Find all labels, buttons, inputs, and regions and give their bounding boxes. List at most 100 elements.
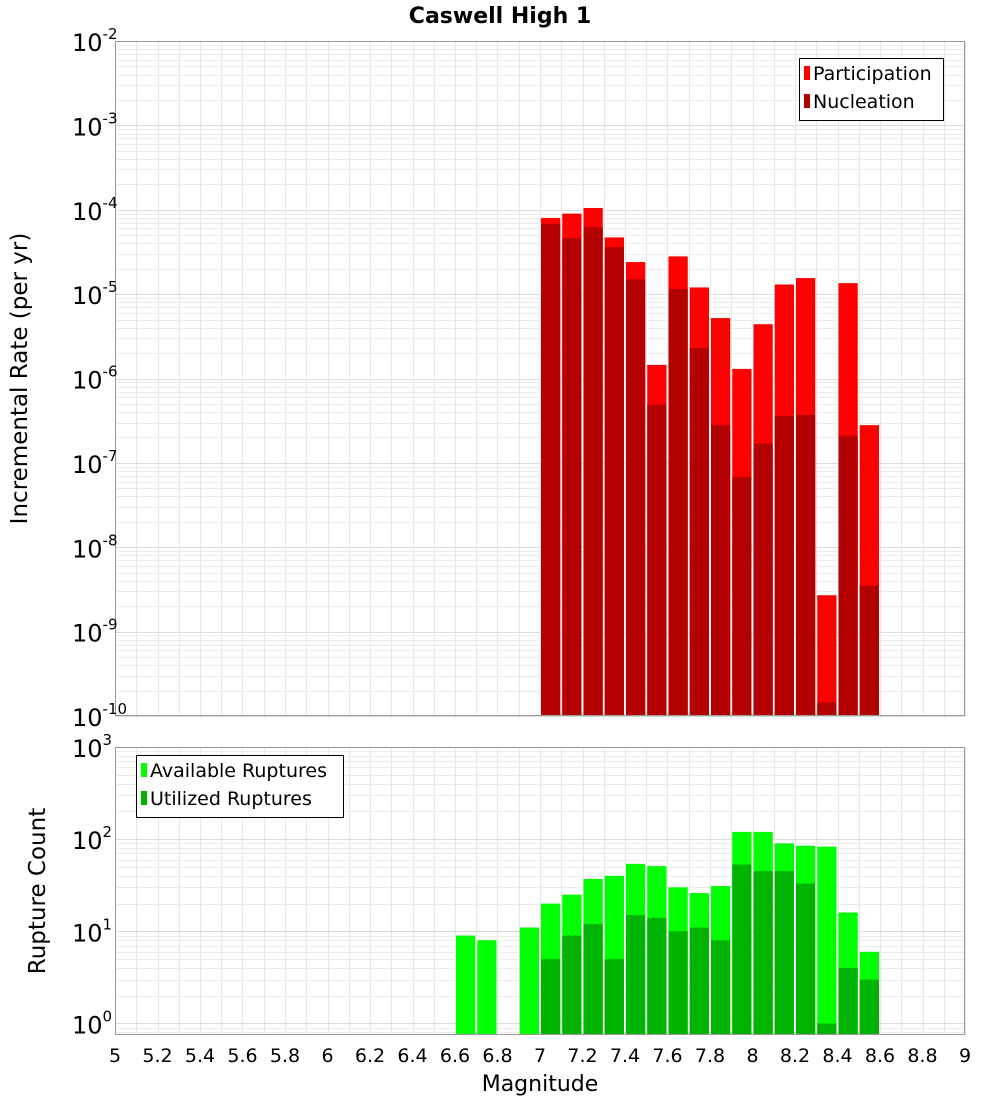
- bar: [668, 931, 688, 1035]
- plot-frame: [115, 41, 965, 716]
- x-tick-label: 8: [746, 1045, 758, 1067]
- x-tick-label: 8.2: [780, 1045, 810, 1067]
- y-tick-label: 102: [72, 823, 112, 855]
- y-tick-label: 10-8: [72, 531, 118, 563]
- x-tick-label: 7.4: [610, 1045, 640, 1067]
- y-tick-label: 100: [72, 1007, 112, 1039]
- legend-label: Utilized Ruptures: [150, 788, 312, 810]
- bar: [753, 443, 773, 716]
- legend-swatch: [141, 791, 147, 805]
- y-tick-label: 10-7: [72, 447, 118, 479]
- x-tick-label: 5.4: [185, 1045, 215, 1067]
- bar: [689, 927, 709, 1035]
- bar: [774, 871, 794, 1035]
- y-tick-label: 101: [72, 915, 112, 947]
- bar: [583, 227, 603, 716]
- legend-box: [799, 58, 944, 121]
- x-tick-label: 7.8: [695, 1045, 725, 1067]
- bar: [774, 415, 794, 716]
- bars: [456, 831, 879, 1035]
- bar: [859, 979, 879, 1035]
- bar: [647, 917, 667, 1035]
- bar: [626, 915, 646, 1035]
- bar: [796, 883, 816, 1035]
- x-tick-label: 6.8: [482, 1045, 512, 1067]
- x-tick-label: 5: [109, 1045, 121, 1067]
- bar: [562, 935, 582, 1035]
- x-tick-label: 5.2: [142, 1045, 172, 1067]
- y-tick-label: 10-9: [72, 616, 118, 648]
- legend-swatch: [804, 94, 810, 108]
- y-axis-label: Incremental Rate (per yr): [7, 233, 33, 525]
- bar: [732, 477, 752, 716]
- x-tick-label: 7.2: [567, 1045, 597, 1067]
- y-tick-label: 10-6: [72, 363, 118, 395]
- legend-label: Available Ruptures: [150, 760, 327, 782]
- x-tick-label: 6.6: [440, 1045, 470, 1067]
- y-tick-label: 10-5: [72, 278, 118, 310]
- legend-swatch: [141, 763, 147, 777]
- bar: [732, 864, 752, 1035]
- bar: [817, 595, 837, 716]
- bar: [668, 289, 688, 716]
- bar: [859, 585, 879, 716]
- series-nucleation: [541, 223, 879, 716]
- legend-swatch: [804, 66, 810, 80]
- bar: [604, 247, 624, 716]
- plot-frame: [115, 747, 965, 1035]
- bar: [541, 959, 561, 1035]
- x-tick-label: 7: [534, 1045, 546, 1067]
- legend-box: [136, 755, 344, 818]
- bar: [477, 940, 497, 1035]
- legend-label: Nucleation: [813, 91, 915, 113]
- legend: Participation Nucleation: [799, 58, 944, 121]
- x-tick-label: 8.8: [907, 1045, 937, 1067]
- bar: [583, 924, 603, 1035]
- x-tick-label: 8.4: [822, 1045, 852, 1067]
- bar: [604, 959, 624, 1035]
- chart-title: Caswell High 1: [409, 4, 591, 29]
- legend: Available Ruptures Utilized Ruptures: [136, 755, 344, 818]
- y-tick-labels: 10-10 10-9 10-8 10-7 10-6 10-5 10-4 10-3 10-2: [72, 25, 127, 732]
- bar: [753, 871, 773, 1035]
- y-tick-label: 10-10: [72, 700, 127, 732]
- chart-panel-1: 10-10 10-9 10-8 10-7 10-6 10-5 10-4 10-3 10-2 Inc…: [7, 4, 966, 732]
- x-tick-labels: 5 5.2 5.4 5.6 5.8 6 6.2 6.4 6.6 6.8 7 7.2 7.4 7.6 7.8 8…: [109, 1045, 971, 1067]
- y-axis-label: Rupture Count: [25, 808, 51, 974]
- bar: [817, 1023, 837, 1035]
- bars: [541, 207, 879, 717]
- series-utilized-ruptures: [541, 864, 879, 1035]
- bar: [838, 435, 858, 716]
- bar: [689, 347, 709, 716]
- y-tick-label: 10-2: [72, 25, 118, 57]
- x-tick-label: 6: [321, 1045, 333, 1067]
- bar: [562, 238, 582, 716]
- x-tick-label: 6.2: [355, 1045, 385, 1067]
- y-tick-labels: 100 101 102 103: [72, 731, 112, 1039]
- bar: [711, 425, 731, 716]
- y-tick-label: 10-4: [72, 194, 118, 226]
- bar: [519, 927, 539, 1035]
- bar: [711, 940, 731, 1035]
- bar: [456, 935, 476, 1035]
- x-tick-label: 5.8: [270, 1045, 300, 1067]
- x-tick-label: 8.6: [865, 1045, 895, 1067]
- bar: [796, 414, 816, 716]
- x-tick-label: 5.6: [227, 1045, 257, 1067]
- x-tick-label: 6.4: [397, 1045, 427, 1067]
- x-tick-label: 7.6: [652, 1045, 682, 1067]
- bar: [647, 404, 667, 716]
- legend-label: Participation: [813, 63, 932, 85]
- bar: [817, 846, 837, 1035]
- bar: [626, 279, 646, 716]
- bar: [541, 223, 561, 716]
- x-tick-label: 9: [959, 1045, 971, 1067]
- y-tick-label: 10-3: [72, 109, 118, 141]
- bar: [817, 702, 837, 716]
- y-tick-label: 103: [72, 731, 112, 763]
- x-axis-label: Magnitude: [482, 1072, 599, 1097]
- bar: [838, 967, 858, 1035]
